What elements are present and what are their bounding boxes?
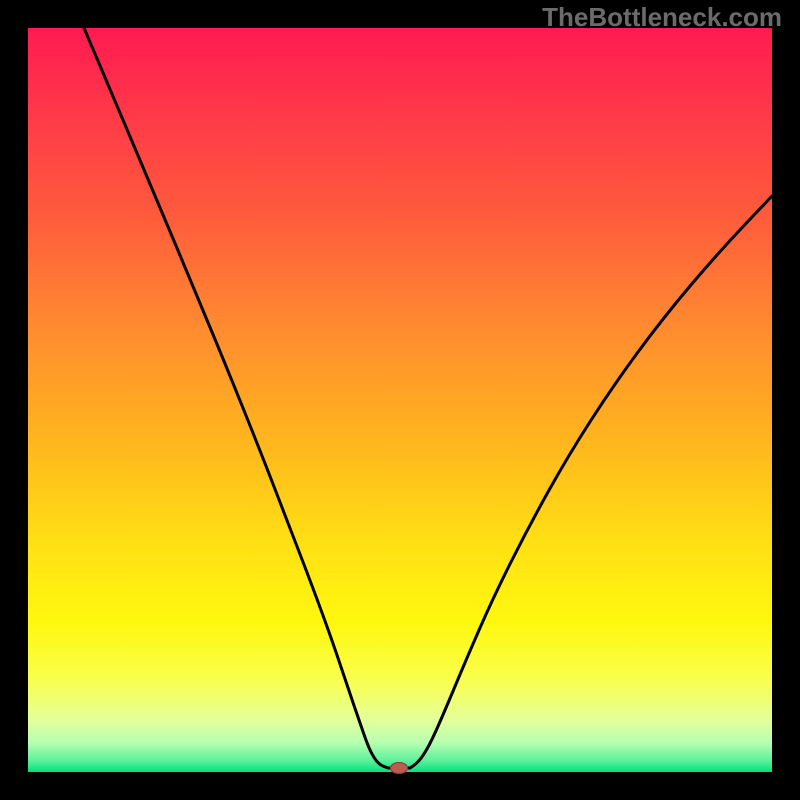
plot-area bbox=[28, 28, 772, 772]
chart-frame: TheBottleneck.com bbox=[0, 0, 800, 800]
optimum-marker bbox=[390, 762, 408, 774]
watermark-text: TheBottleneck.com bbox=[542, 2, 782, 33]
bottleneck-curve bbox=[28, 28, 772, 772]
